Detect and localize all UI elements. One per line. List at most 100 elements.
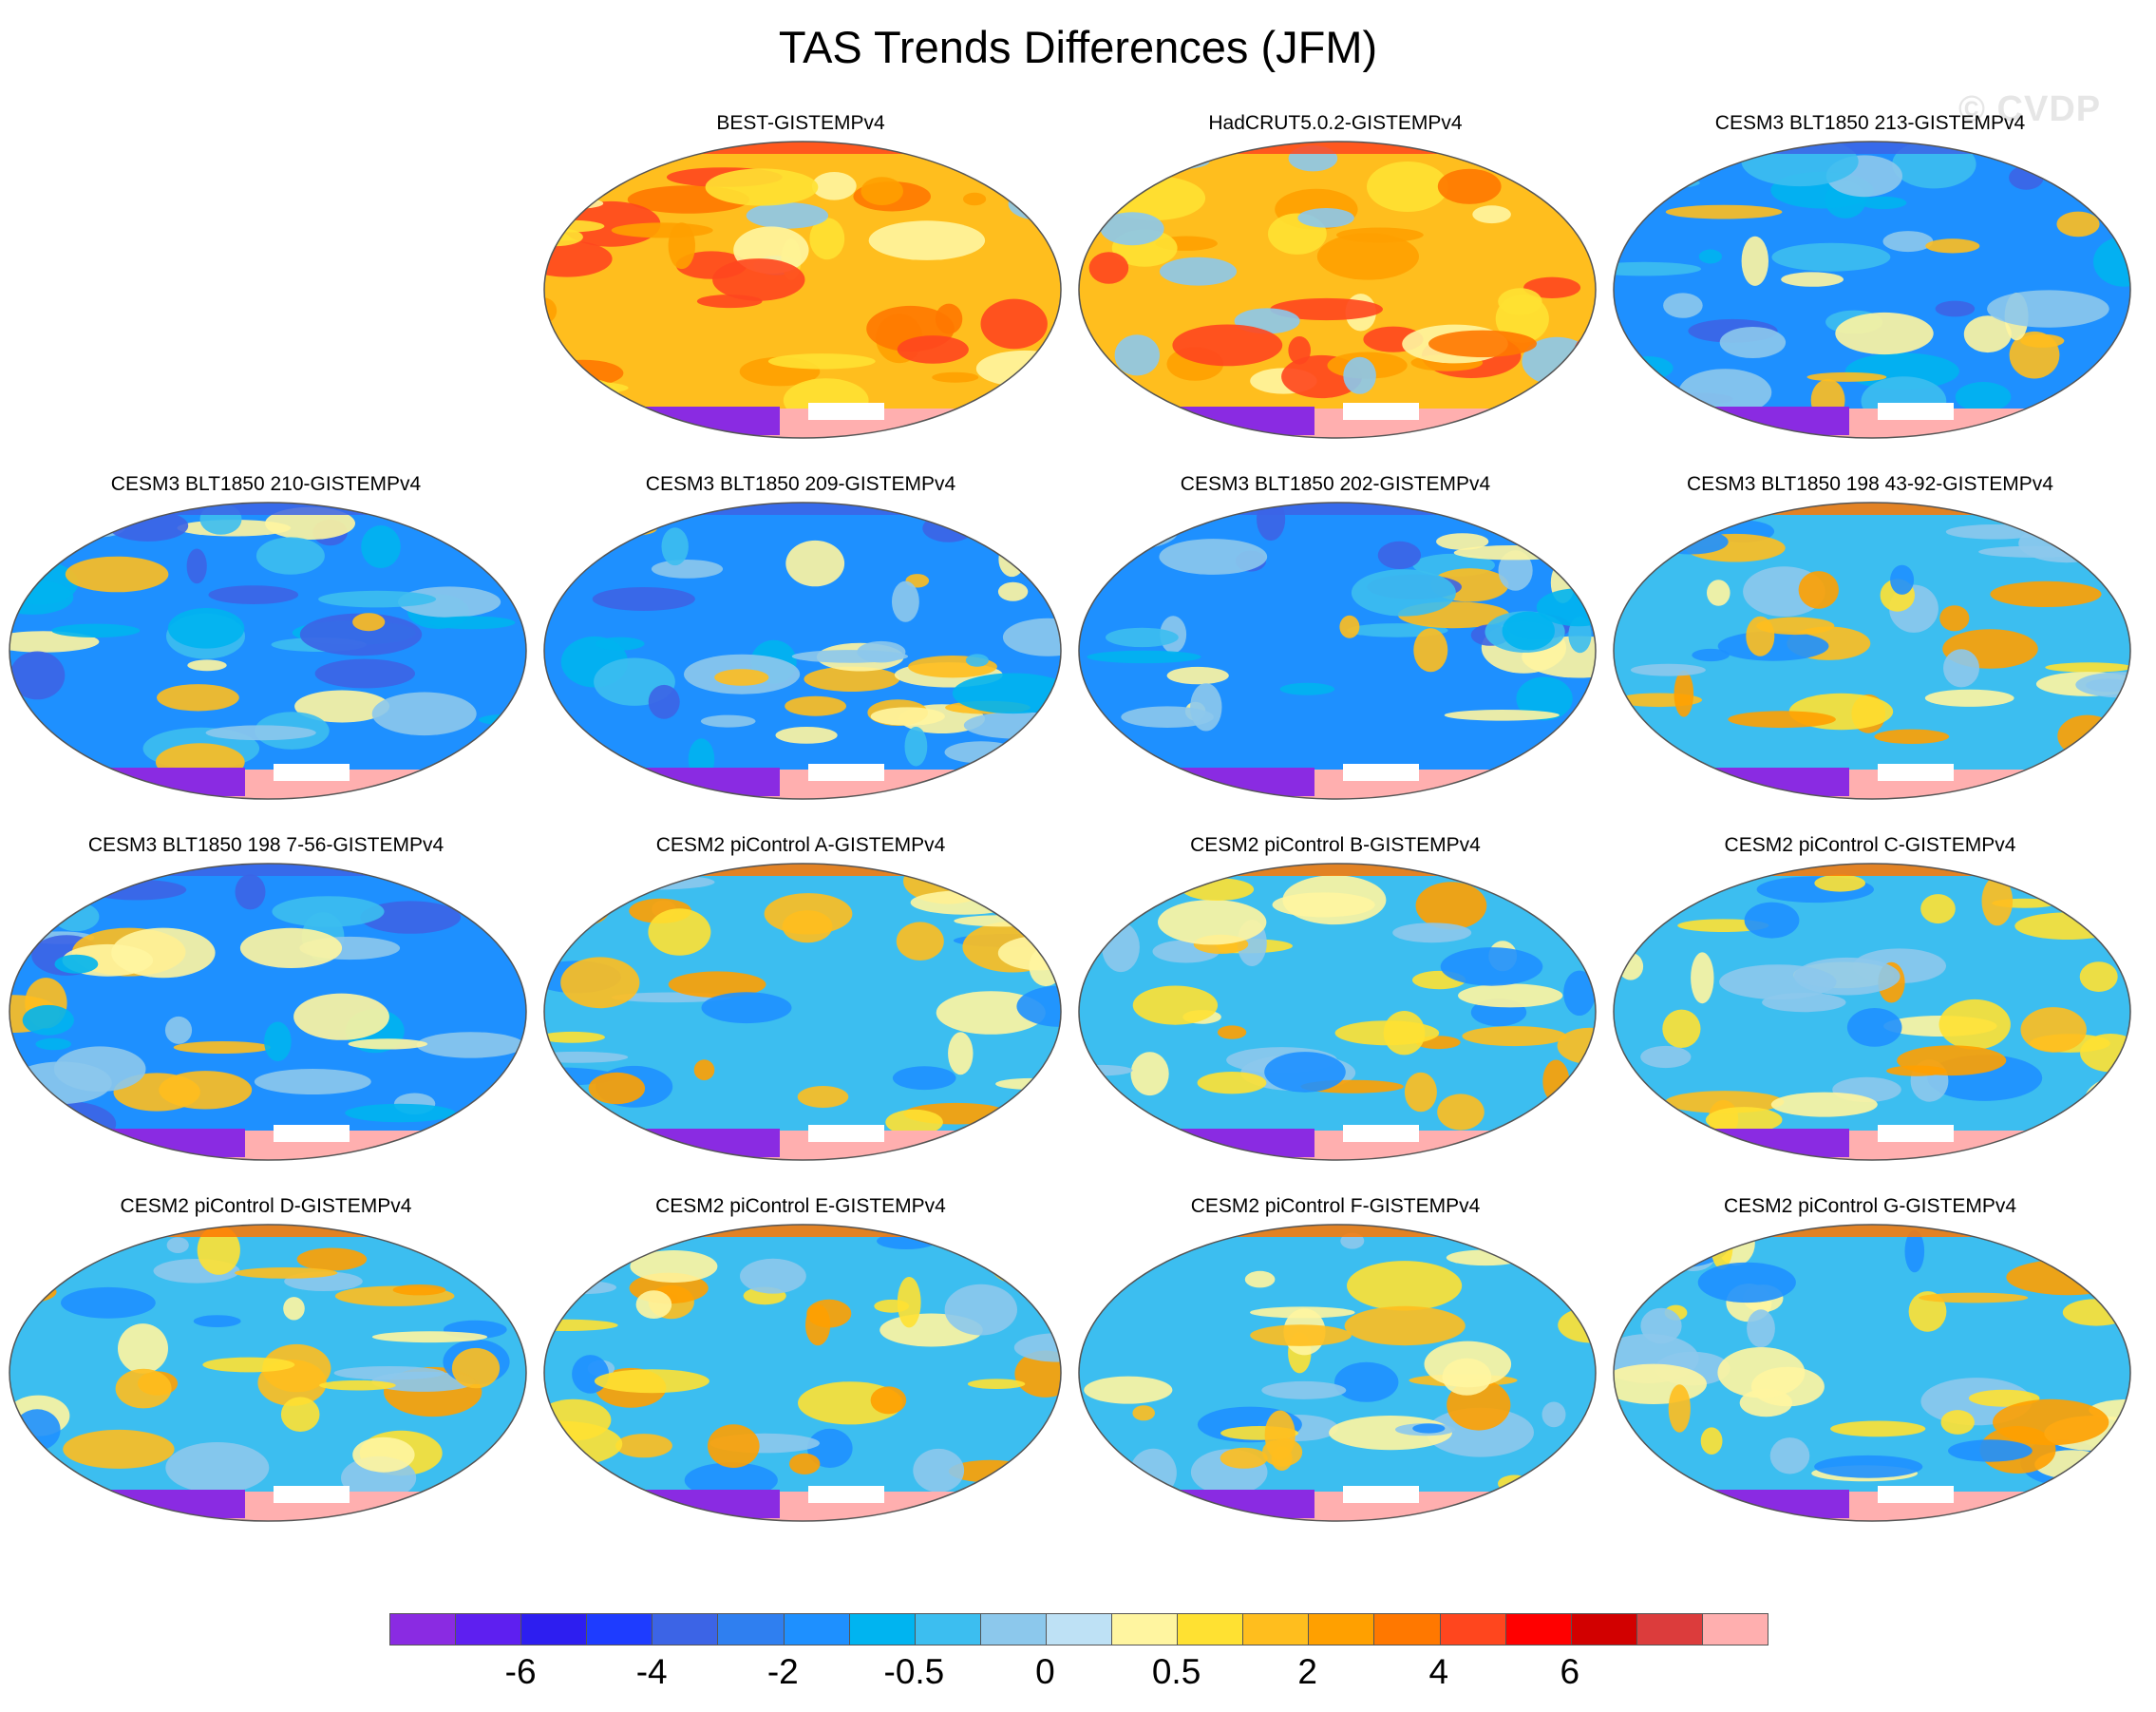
robinson-map — [9, 502, 527, 800]
anomaly-patch — [299, 613, 423, 656]
anomaly-patch — [2020, 1007, 2087, 1053]
antarctica-cold-patch — [637, 768, 780, 796]
anomaly-patch — [2056, 211, 2100, 238]
colorbar-swatch — [586, 1614, 652, 1645]
missing-data-patch — [274, 1125, 350, 1142]
anomaly-patch — [1282, 875, 1387, 925]
anomaly-patch — [1367, 162, 1448, 212]
missing-data-patch — [808, 1125, 884, 1142]
anomaly-patch — [613, 522, 657, 536]
anomaly-patch — [897, 1277, 921, 1328]
anomaly-patch — [1197, 1072, 1267, 1094]
anomaly-patch — [254, 1069, 371, 1094]
panel-title: CESM2 piControl F-GISTEMPv4 — [1190, 1195, 1481, 1217]
anomaly-patch — [1943, 649, 1979, 688]
anomaly-patch — [480, 874, 526, 924]
anomaly-patch — [115, 1368, 172, 1409]
map-outline — [1078, 141, 1597, 439]
anomaly-patch — [868, 220, 986, 260]
anomaly-patch — [1102, 922, 1140, 973]
anomaly-patch — [544, 510, 594, 558]
anomaly-patch — [1717, 631, 1829, 661]
anomaly-patch — [1103, 1108, 1149, 1123]
anomaly-patch — [2062, 1299, 2130, 1326]
antarctica-cold-patch — [1707, 1129, 1849, 1157]
anomaly-patch — [1770, 1092, 1878, 1117]
antarctica-cold-patch — [103, 1129, 245, 1157]
robinson-map — [543, 141, 1062, 439]
anomaly-patch — [1440, 947, 1543, 986]
anomaly-patch — [544, 1086, 589, 1136]
anomaly-patch — [1940, 1410, 1975, 1435]
anomaly-patch — [1654, 529, 1729, 555]
anomaly-patch — [9, 1061, 112, 1104]
anomaly-patch — [1106, 627, 1179, 648]
anomaly-patch — [1769, 1437, 1810, 1474]
colorbar-swatch — [390, 1614, 456, 1645]
anomaly-patch — [997, 581, 1029, 601]
robinson-map — [1613, 863, 2131, 1161]
anomaly-patch — [1462, 1026, 1567, 1047]
anomaly-patch — [954, 915, 1055, 927]
anomaly-patch — [164, 1016, 193, 1044]
map-outline — [543, 1224, 1062, 1522]
colorbar-tick-label: 4 — [1428, 1652, 1449, 1691]
anomaly-patch — [892, 580, 919, 622]
anomaly-patch — [892, 1066, 956, 1091]
anomaly-patch — [913, 1448, 965, 1493]
anomaly-patch — [1031, 1445, 1061, 1496]
anomaly-patch — [1614, 536, 1665, 560]
anomaly-patch — [371, 1331, 488, 1343]
anomaly-patch — [1814, 1455, 1923, 1478]
antarctica-band — [1614, 770, 2130, 799]
anomaly-patch — [1523, 276, 1581, 298]
anomaly-patch — [2065, 872, 2130, 903]
anomaly-patch — [2006, 1259, 2130, 1296]
anomaly-patch — [1614, 718, 1628, 743]
antarctica-cold-patch — [1172, 1129, 1314, 1157]
panel-title: CESM2 piControl D-GISTEMPv4 — [120, 1195, 412, 1217]
anomaly-patch — [948, 1032, 974, 1075]
anomaly-patch — [235, 1267, 338, 1279]
anomaly-patch — [1158, 900, 1267, 945]
colorbar-swatch — [1570, 1614, 1636, 1645]
panel-title: CESM3 BLT1850 213-GISTEMPv4 — [1714, 112, 2026, 134]
anomaly-patch — [2009, 165, 2044, 190]
anomaly-patch — [1129, 1448, 1177, 1497]
anomaly-patch — [118, 1323, 168, 1374]
map-panel: HadCRUT5.0.2-GISTEMPv4 — [1069, 112, 1601, 449]
anomaly-patch — [1264, 1410, 1295, 1460]
map-panel: CESM2 piControl F-GISTEMPv4 — [1069, 1195, 1601, 1532]
anomaly-patch — [986, 1235, 1061, 1270]
colorbar — [389, 1613, 1768, 1645]
missing-data-patch — [1343, 1125, 1419, 1142]
anomaly-patch — [2014, 912, 2122, 940]
map-panel: CESM3 BLT1850 202-GISTEMPv4 — [1069, 473, 1601, 810]
anomaly-patch — [1935, 300, 1976, 317]
antarctica-band — [9, 1492, 526, 1521]
map-outline — [1078, 1224, 1597, 1522]
anomaly-patch — [1244, 1270, 1276, 1288]
anomaly-patch — [1919, 1292, 2029, 1303]
anomaly-patch — [1717, 1347, 1806, 1398]
anomaly-patch — [1334, 1020, 1440, 1046]
anomaly-patch — [1860, 196, 1907, 210]
anomaly-patch — [392, 1284, 446, 1296]
colorbar-swatch — [914, 1614, 980, 1645]
anomaly-patch — [1939, 999, 2011, 1050]
anomaly-patch — [544, 297, 558, 324]
panel-title: CESM3 BLT1850 198 43-92-GISTEMPv4 — [1687, 473, 2053, 495]
anomaly-patch — [1955, 382, 2012, 412]
antarctica-band — [544, 770, 1061, 799]
anomaly-patch — [280, 1397, 320, 1432]
robinson-map — [543, 502, 1062, 800]
anomaly-patch — [700, 714, 756, 728]
colorbar-tick-label: -6 — [504, 1652, 537, 1691]
anomaly-patch — [1502, 611, 1555, 651]
colorbar-tick-label: -4 — [635, 1652, 668, 1691]
anomaly-patch — [202, 1357, 295, 1373]
map-outline — [543, 863, 1062, 1161]
antarctica-cold-patch — [1707, 407, 1849, 435]
anomaly-patch — [714, 669, 769, 686]
anomaly-patch — [205, 725, 316, 741]
